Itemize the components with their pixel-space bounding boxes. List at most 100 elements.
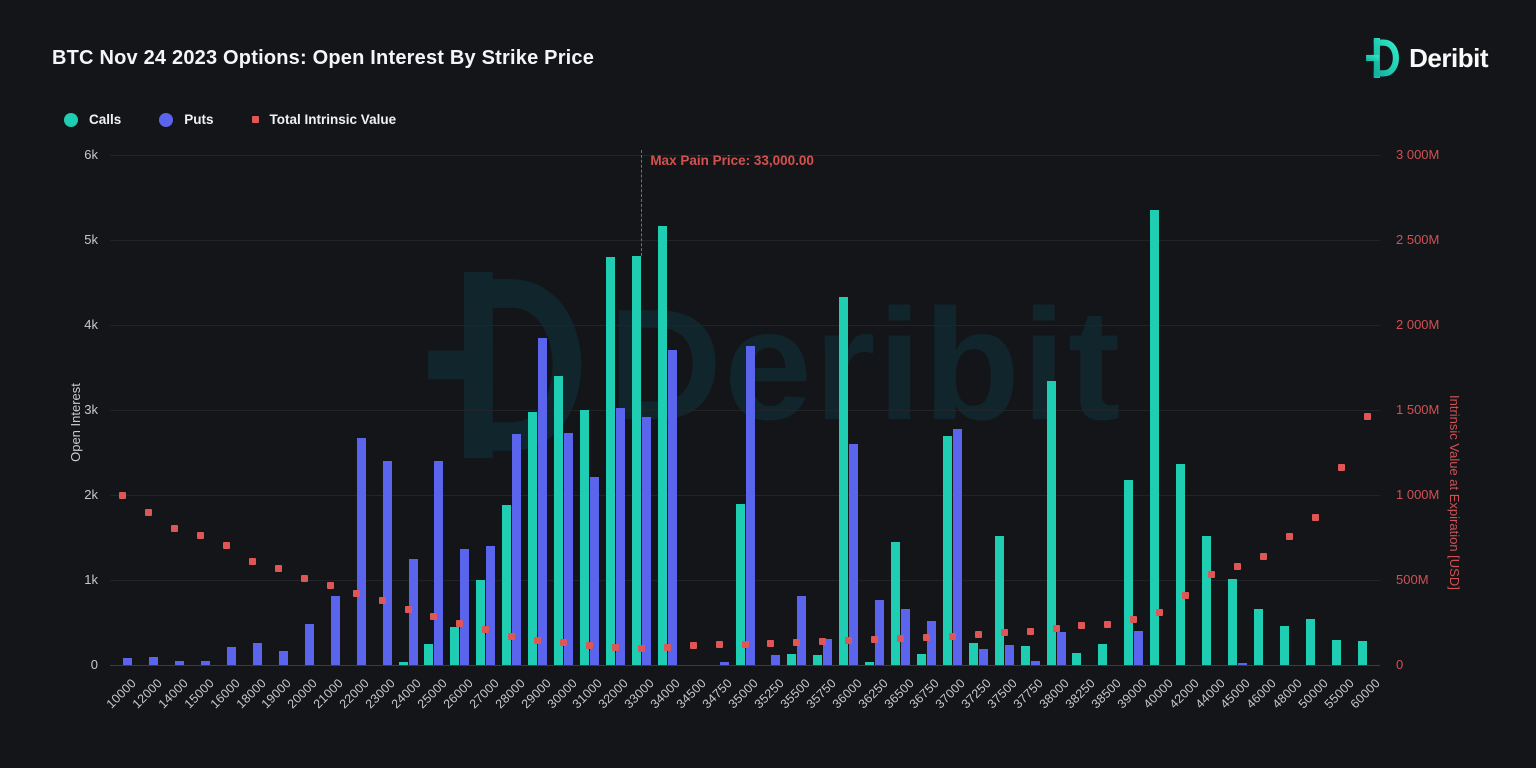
intrinsic-dot-31000	[585, 641, 593, 649]
intrinsic-marker-icon	[251, 116, 259, 123]
put-bar-28000	[512, 433, 522, 665]
call-bar-36750	[916, 653, 926, 665]
put-bar-36750	[926, 620, 936, 665]
brand-name: Deribit	[1409, 42, 1488, 73]
intrinsic-dot-35750	[819, 638, 827, 646]
call-bar-50000	[1305, 619, 1315, 665]
intrinsic-dot-44000	[1208, 571, 1216, 579]
intrinsic-dot-27000	[482, 625, 490, 633]
call-bar-25000	[424, 643, 434, 665]
intrinsic-dot-28000	[508, 632, 516, 640]
intrinsic-dot-26000	[456, 619, 464, 627]
intrinsic-dot-32000	[611, 643, 619, 651]
right-axis-tick: 1 000M	[1396, 487, 1440, 502]
call-bar-48000	[1279, 625, 1289, 665]
call-bar-33000	[631, 256, 641, 665]
put-bar-14000	[175, 660, 185, 665]
intrinsic-dot-40000	[1156, 608, 1164, 616]
put-bar-23000	[382, 461, 392, 665]
call-bar-38000	[1046, 381, 1056, 665]
gridline	[110, 324, 1380, 326]
right-axis-tick: 500M	[1396, 572, 1429, 587]
left-axis-tick: 0	[90, 657, 98, 672]
intrinsic-dot-38250	[1078, 622, 1086, 630]
left-axis-tick: 3k	[84, 402, 98, 417]
intrinsic-dot-18000	[249, 557, 257, 565]
call-bar-36000	[839, 296, 849, 665]
put-bar-36500	[901, 608, 910, 665]
call-bar-32000	[605, 257, 615, 665]
call-bar-36250	[865, 662, 875, 665]
legend-label: Puts	[184, 112, 214, 127]
intrinsic-dot-22000	[352, 590, 360, 598]
x-axis-baseline	[110, 664, 1380, 666]
intrinsic-dot-33000	[637, 644, 645, 652]
legend-item-calls[interactable]: Calls	[64, 112, 121, 127]
put-bar-35750	[823, 638, 833, 665]
gridline	[110, 409, 1380, 411]
legend-label: Calls	[89, 112, 122, 127]
gridline	[110, 494, 1380, 496]
intrinsic-dot-34500	[689, 642, 697, 650]
put-bar-34000	[667, 349, 677, 665]
intrinsic-dot-20000	[300, 574, 308, 582]
intrinsic-dot-37250	[974, 630, 982, 638]
call-bar-60000	[1357, 641, 1367, 665]
call-bar-35500	[787, 653, 797, 665]
call-bar-34000	[657, 226, 667, 665]
put-bar-20000	[304, 624, 314, 665]
left-axis-tick: 1k	[84, 572, 98, 587]
right-axis-tick: 2 000M	[1396, 317, 1440, 332]
legend-label: Total Intrinsic Value	[269, 112, 397, 127]
call-bar-24000	[398, 661, 408, 665]
intrinsic-dot-21000	[326, 582, 334, 590]
put-bar-45000	[1237, 663, 1247, 665]
legend-item-puts[interactable]: Puts	[159, 112, 214, 127]
intrinsic-dot-45000	[1233, 562, 1241, 570]
intrinsic-dot-35500	[793, 638, 801, 646]
call-bar-40000	[1150, 210, 1160, 665]
intrinsic-dot-35000	[741, 640, 749, 648]
intrinsic-dot-37750	[1026, 627, 1034, 635]
intrinsic-dot-38500	[1104, 620, 1112, 628]
intrinsic-dot-10000	[119, 491, 127, 499]
intrinsic-dot-36750	[922, 633, 930, 641]
put-bar-32000	[615, 408, 625, 665]
gridline	[110, 154, 1380, 156]
intrinsic-dot-36500	[897, 635, 904, 643]
gridline	[110, 239, 1380, 241]
put-bar-18000	[253, 642, 263, 665]
calls-marker-icon	[64, 112, 78, 127]
put-bar-26000	[460, 548, 470, 665]
call-bar-26000	[450, 626, 460, 665]
put-bar-35500	[797, 596, 807, 665]
put-bar-16000	[227, 647, 237, 665]
legend: Calls Puts Total Intrinsic Value	[64, 112, 396, 127]
put-bar-30000	[564, 432, 574, 665]
put-bar-37250	[978, 648, 988, 665]
right-axis-tick: 0	[1396, 657, 1404, 672]
put-bar-37750	[1030, 660, 1040, 665]
intrinsic-dot-50000	[1311, 513, 1319, 521]
call-bar-42000	[1176, 463, 1186, 665]
intrinsic-dot-36000	[845, 637, 853, 645]
intrinsic-dot-29000	[534, 636, 542, 644]
call-bar-36500	[891, 541, 900, 665]
put-bar-19000	[278, 650, 288, 665]
intrinsic-dot-55000	[1337, 464, 1345, 472]
call-bar-37500	[994, 535, 1004, 665]
put-bar-36000	[849, 444, 859, 665]
intrinsic-dot-23000	[378, 596, 386, 604]
intrinsic-dot-46000	[1259, 552, 1267, 560]
call-bar-37750	[1020, 646, 1030, 665]
put-bar-15000	[201, 660, 211, 665]
intrinsic-dot-37500	[1000, 629, 1008, 637]
put-bar-37000	[952, 428, 962, 665]
page-title: BTC Nov 24 2023 Options: Open Interest B…	[52, 47, 595, 69]
legend-item-total-intrinsic-value[interactable]: Total Intrinsic Value	[251, 112, 397, 127]
call-bar-39000	[1124, 479, 1134, 665]
left-axis-tick: 4k	[84, 317, 98, 332]
intrinsic-dot-39000	[1130, 616, 1138, 624]
